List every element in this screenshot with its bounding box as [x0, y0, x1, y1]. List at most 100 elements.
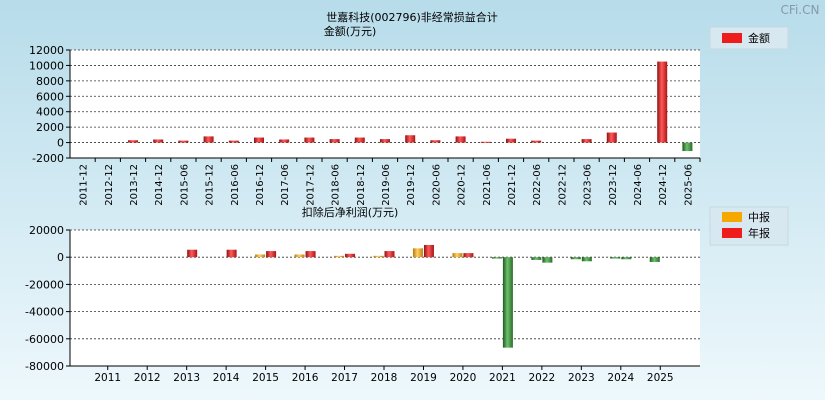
- bottom-y-tick-label: -60000: [25, 333, 64, 346]
- bottom-x-tick-label: 2022: [528, 372, 555, 384]
- bottom-legend-swatch-annual: [722, 228, 742, 238]
- top-x-tick-label: 2024-06: [633, 164, 644, 206]
- top-bar: [480, 141, 491, 143]
- bottom-bar-annual: [384, 251, 395, 258]
- bottom-bar-interim: [649, 257, 660, 262]
- bottom-bar-annual: [423, 244, 434, 258]
- top-bar: [128, 140, 138, 143]
- bottom-x-tick-label: 2016: [292, 372, 319, 384]
- top-x-tick-label: 2023-12: [608, 164, 619, 206]
- bottom-legend: 中报 年报: [709, 206, 789, 246]
- bottom-y-tick-labels: -80000 -60000 -40000 -20000 0 20000: [25, 224, 64, 373]
- top-bar: [380, 139, 390, 143]
- bottom-x-tick-label: 2021: [489, 372, 516, 384]
- top-x-tick-label: 2017-06: [280, 164, 291, 206]
- top-legend-box: [709, 26, 789, 50]
- top-bars: [128, 61, 693, 152]
- top-x-tick-label: 2019-12: [406, 164, 417, 206]
- bottom-x-tick-label: 2013: [173, 372, 200, 384]
- top-bar: [405, 135, 416, 143]
- bottom-bar-interim: [373, 255, 384, 258]
- top-bar: [279, 139, 290, 143]
- top-x-tick-label: 2024-12: [658, 164, 669, 206]
- bottom-x-tick-labels: 2011 2012 2013 2014 2015 2016 2017 2018 2019 2020…: [94, 366, 674, 384]
- bottom-bar-annual: [502, 257, 513, 348]
- top-legend-label-amount: 金额: [748, 31, 770, 45]
- bottom-x-tick-label: 2017: [331, 372, 358, 384]
- bottom-bar-interim: [570, 257, 581, 260]
- top-x-tick-label: 2014-12: [154, 164, 165, 206]
- top-bar: [506, 138, 516, 143]
- bottom-plot-area: [70, 230, 700, 366]
- top-y-tick-label: 0: [57, 137, 64, 150]
- top-x-tick-label: 2021-12: [507, 164, 518, 206]
- top-x-tick-label: 2025-06: [683, 164, 694, 206]
- bottom-gridlines: [66, 229, 700, 367]
- top-y-tick-label: 12000: [29, 44, 64, 57]
- bottom-y-tick-label: -40000: [25, 306, 64, 319]
- bottom-x-tick-label: 2015: [252, 372, 279, 384]
- bottom-bar-interim: [452, 253, 463, 258]
- top-bar: [606, 132, 617, 143]
- top-bar: [203, 136, 214, 143]
- top-bar: [329, 139, 340, 143]
- top-bar: [304, 137, 315, 143]
- top-bar: [228, 140, 239, 143]
- top-x-tick-label: 2015-06: [179, 164, 190, 206]
- top-bar: [178, 140, 189, 143]
- bottom-y-tick-label: 0: [57, 251, 64, 264]
- top-legend-swatch-amount: [722, 33, 742, 43]
- top-bar: [657, 61, 668, 143]
- top-bar: [254, 137, 264, 143]
- bottom-legend-label-annual: 年报: [748, 226, 770, 240]
- bottom-x-tick-label: 2012: [134, 372, 161, 384]
- bottom-bars: [187, 244, 660, 348]
- bottom-bar-annual: [266, 251, 277, 258]
- bottom-bar-interim: [531, 257, 542, 260]
- bottom-y-tick-label: -20000: [25, 278, 64, 291]
- top-y-tick-labels: -2000 0 2000 4000 6000 8000 10000 12000: [29, 44, 64, 165]
- top-x-tick-label: 2015-12: [205, 164, 216, 206]
- bottom-bar-annual: [581, 257, 592, 262]
- top-chart-subtitle: 金额(万元): [324, 24, 377, 38]
- bottom-bar-annual: [187, 249, 198, 258]
- top-x-tick-label: 2018-06: [331, 164, 342, 206]
- top-y-tick-label: 4000: [36, 106, 64, 119]
- bottom-y-tick-label: -80000: [25, 360, 64, 373]
- watermark: CFi.CN: [781, 3, 820, 17]
- top-y-tick-label: -2000: [32, 152, 64, 165]
- top-bar: [455, 136, 466, 143]
- bottom-x-tick-label: 2025: [647, 372, 674, 384]
- top-x-tick-label: 2017-12: [305, 164, 316, 206]
- bottom-bar-interim: [255, 254, 266, 258]
- top-x-tick-label: 2016-12: [255, 164, 266, 206]
- bottom-bar-interim: [334, 255, 345, 258]
- bottom-x-tick-label: 2024: [607, 372, 634, 384]
- top-x-tick-label: 2012-12: [104, 164, 115, 206]
- top-chart-title: 世嘉科技(002796)非经常损益合计: [326, 10, 498, 24]
- top-x-tick-label: 2023-06: [583, 164, 594, 206]
- top-bar: [153, 139, 164, 143]
- top-bar: [682, 142, 693, 152]
- top-x-tick-label: 2011-12: [79, 164, 90, 206]
- top-bar: [531, 140, 542, 143]
- top-x-tick-labels: 2011-12 2012-12 2013-12 2014-12 2015-06 2015-…: [79, 158, 701, 206]
- top-bar: [430, 140, 441, 143]
- top-gridlines: [66, 49, 700, 159]
- top-x-tick-label: 2021-06: [482, 164, 493, 206]
- bottom-y-tick-label: 20000: [29, 224, 64, 237]
- top-y-tick-label: 6000: [36, 90, 64, 103]
- top-y-tick-label: 10000: [29, 59, 64, 72]
- bottom-bar-interim: [610, 257, 621, 259]
- bottom-x-tick-label: 2014: [213, 372, 240, 384]
- top-x-tick-label: 2016-06: [230, 164, 241, 206]
- top-x-tick-label: 2020-12: [457, 164, 468, 206]
- top-y-tick-label: 8000: [36, 75, 64, 88]
- top-x-tick-label: 2013-12: [129, 164, 140, 206]
- top-x-tick-label: 2020-06: [431, 164, 442, 206]
- bottom-legend-label-interim: 中报: [748, 210, 770, 224]
- bottom-x-tick-label: 2023: [568, 372, 595, 384]
- bottom-bar-annual: [305, 251, 316, 258]
- bottom-bar-annual: [226, 249, 237, 258]
